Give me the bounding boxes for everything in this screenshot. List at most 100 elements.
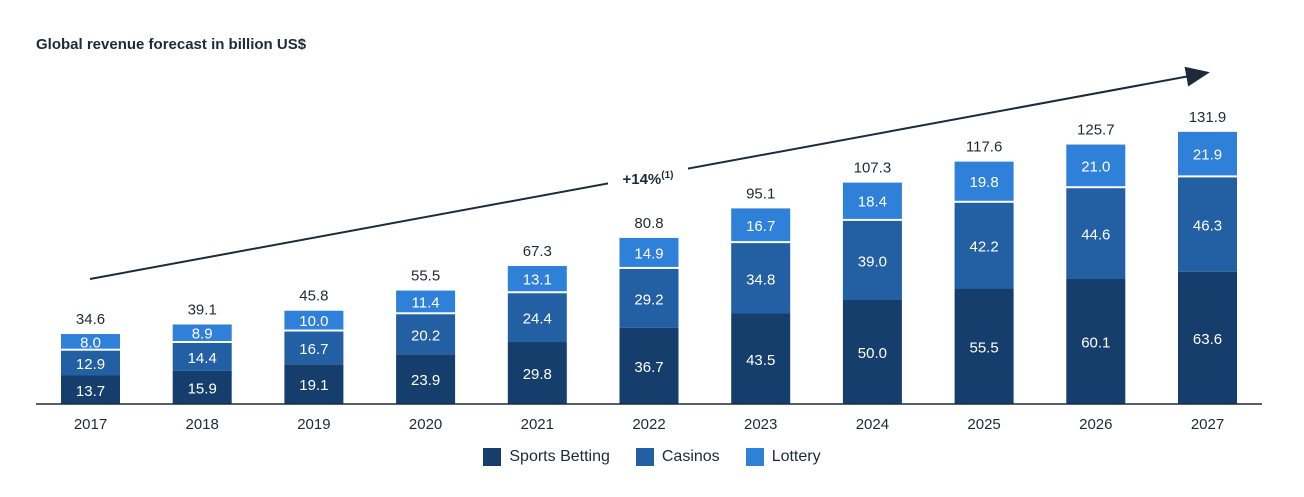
bar-sports-betting-2020 [396, 354, 456, 404]
data-label-sports-betting-2018: 15.9 [188, 380, 217, 397]
data-label-sports-betting-2019: 19.1 [299, 377, 328, 394]
bar-sports-betting-2017 [61, 375, 120, 404]
x-axis-labels: 2017 2018 2019 2020 2021 2022 2023 2024 2025 2026… [74, 416, 1224, 433]
bar-lottery-2022 [619, 237, 679, 267]
x-tick-label-2017: 2017 [74, 416, 107, 433]
bar-casinos-2022 [619, 268, 679, 328]
legend-item-casinos: Casinos [635, 448, 720, 466]
legend-label-sports-betting: Sports Betting [509, 448, 610, 465]
data-label-lottery-2017: 8.0 [80, 334, 101, 351]
data-label-sports-betting-2025: 55.5 [969, 339, 998, 356]
x-tick-label-2027: 2027 [1191, 416, 1224, 433]
bars-group: 13.7 12.9 8.0 34.6 15.9 14.4 8.9 39.1 19.1 16.7 10… [61, 109, 1237, 404]
data-label-sports-betting-2027: 63.6 [1193, 331, 1222, 348]
x-tick-label-2026: 2026 [1079, 416, 1112, 433]
data-label-sports-betting-2021: 29.8 [523, 366, 552, 383]
bar-lottery-2021 [507, 266, 567, 292]
x-tick-label-2025: 2025 [967, 416, 1000, 433]
legend: Sports Betting Casinos Lottery [0, 448, 1304, 466]
legend-swatch-sports-betting [483, 448, 502, 466]
data-label-casinos-2022: 29.2 [634, 291, 663, 308]
bar-lottery-2019 [284, 310, 344, 330]
data-label-lottery-2022: 14.9 [634, 245, 663, 262]
total-label-2027: 131.9 [1189, 109, 1227, 126]
bar-sports-betting-2023 [731, 313, 791, 404]
growth-annotation-footnote: (1) [661, 170, 673, 181]
x-tick-label-2018: 2018 [186, 416, 219, 433]
x-tick-label-2019: 2019 [297, 416, 330, 433]
legend-swatch-lottery [745, 448, 764, 466]
data-label-casinos-2019: 16.7 [299, 341, 328, 358]
growth-annotation: +14%(1) [622, 170, 673, 188]
total-label-2020: 55.5 [411, 268, 440, 285]
bar-lottery-2025 [954, 161, 1014, 201]
bar-lottery-2024 [842, 182, 902, 219]
bar-lottery-2018 [172, 324, 232, 341]
data-label-lottery-2023: 16.7 [746, 218, 775, 235]
data-label-lottery-2025: 19.8 [969, 174, 998, 191]
bar-sports-betting-2027 [1178, 271, 1237, 404]
bar-casinos-2021 [507, 293, 567, 343]
data-label-lottery-2024: 18.4 [858, 194, 887, 211]
bar-casinos-2027 [1178, 177, 1237, 272]
bar-sports-betting-2021 [507, 342, 567, 404]
x-tick-label-2021: 2021 [521, 416, 554, 433]
data-label-lottery-2027: 21.9 [1193, 147, 1222, 164]
data-label-casinos-2021: 24.4 [523, 311, 552, 328]
total-label-2018: 39.1 [188, 301, 217, 318]
total-label-2022: 80.8 [634, 215, 663, 232]
data-label-lottery-2026: 21.0 [1081, 158, 1110, 175]
total-label-2026: 125.7 [1077, 122, 1115, 139]
data-label-lottery-2018: 8.9 [192, 326, 213, 343]
bar-casinos-2024 [842, 220, 902, 300]
bar-sports-betting-2024 [842, 300, 902, 404]
data-label-casinos-2026: 44.6 [1081, 227, 1110, 244]
data-label-lottery-2020: 11.4 [412, 294, 440, 311]
data-label-sports-betting-2020: 23.9 [411, 372, 440, 389]
data-label-lottery-2019: 10.0 [299, 313, 328, 330]
total-label-2024: 107.3 [854, 160, 892, 177]
legend-swatch-casinos [635, 448, 654, 466]
data-label-sports-betting-2026: 60.1 [1081, 334, 1110, 351]
data-label-sports-betting-2017: 13.7 [76, 383, 105, 400]
x-tick-label-2022: 2022 [632, 416, 665, 433]
bar-casinos-2020 [396, 314, 456, 355]
growth-annotation-value: +14% [622, 171, 661, 188]
bar-lottery-2017 [61, 334, 120, 349]
data-label-lottery-2021: 13.1 [523, 272, 552, 289]
total-label-2017: 34.6 [76, 311, 105, 328]
bar-casinos-2023 [731, 243, 791, 314]
data-label-casinos-2018: 14.4 [188, 350, 217, 367]
bar-lottery-2023 [731, 208, 791, 242]
x-tick-label-2024: 2024 [856, 416, 889, 433]
legend-item-lottery: Lottery [745, 448, 821, 466]
total-label-2025: 117.6 [966, 139, 1002, 156]
annotation-background [608, 164, 688, 190]
data-label-casinos-2020: 20.2 [411, 327, 440, 344]
total-label-2021: 67.3 [523, 243, 552, 260]
total-label-2023: 95.1 [746, 185, 775, 202]
data-label-casinos-2017: 12.9 [76, 356, 105, 373]
legend-label-lottery: Lottery [771, 448, 821, 465]
data-label-casinos-2024: 39.0 [858, 253, 887, 270]
data-label-casinos-2027: 46.3 [1193, 218, 1222, 235]
bar-sports-betting-2026 [1066, 278, 1126, 404]
bar-casinos-2018 [172, 342, 232, 371]
legend-item-sports-betting: Sports Betting [483, 448, 610, 466]
bar-sports-betting-2025 [954, 288, 1014, 404]
stacked-bar-chart: +14%(1) 13.7 12.9 8.0 34.6 15.9 14.4 8.9 39.1 19… [36, 66, 1262, 433]
legend-label-casinos: Casinos [661, 448, 720, 465]
bar-sports-betting-2019 [284, 364, 344, 404]
bar-lottery-2020 [396, 290, 456, 313]
bar-casinos-2025 [954, 202, 1014, 289]
bar-casinos-2019 [284, 331, 344, 365]
bar-casinos-2017 [61, 350, 120, 376]
data-label-sports-betting-2024: 50.0 [858, 345, 887, 362]
data-label-sports-betting-2023: 43.5 [746, 352, 775, 369]
bar-lottery-2026 [1066, 144, 1126, 187]
x-tick-label-2020: 2020 [409, 416, 442, 433]
data-label-sports-betting-2022: 36.7 [634, 359, 663, 376]
chart-title: Global revenue forecast in billion US$ [36, 36, 307, 53]
x-tick-label-2023: 2023 [744, 416, 777, 433]
bar-sports-betting-2018 [172, 370, 232, 404]
